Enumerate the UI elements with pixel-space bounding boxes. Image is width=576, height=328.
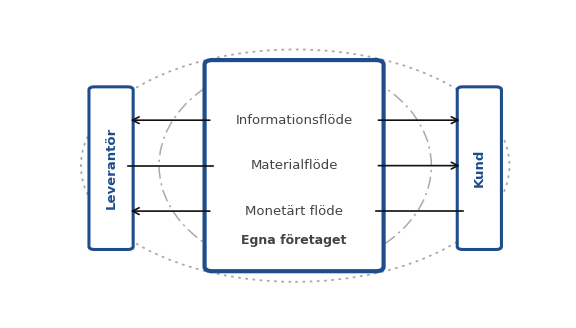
Text: Monetärt flöde: Monetärt flöde <box>245 205 343 217</box>
Text: Kund: Kund <box>473 149 486 187</box>
Text: Egna företaget: Egna företaget <box>241 234 347 247</box>
Text: Materialflöde: Materialflöde <box>251 159 338 172</box>
FancyBboxPatch shape <box>89 87 133 250</box>
FancyBboxPatch shape <box>204 60 384 271</box>
Text: Leverantör: Leverantör <box>105 127 118 209</box>
Text: Informationsflöde: Informationsflöde <box>236 114 353 127</box>
FancyBboxPatch shape <box>457 87 502 250</box>
